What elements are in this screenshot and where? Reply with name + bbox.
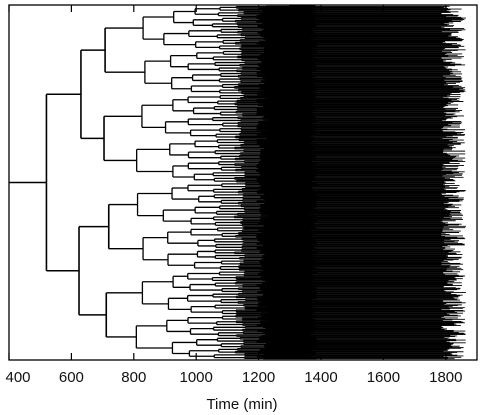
x-tick-label: 1000 xyxy=(180,369,213,386)
x-axis-ticks: 400 600 800 1000 1200 1400 1600 1800 xyxy=(5,5,462,386)
x-tick-label: 400 xyxy=(5,369,30,386)
x-tick-label: 1800 xyxy=(429,369,462,386)
x-tick-label: 1200 xyxy=(242,369,275,386)
x-axis-title: Time (min) xyxy=(206,396,277,413)
x-tick-label: 600 xyxy=(59,369,84,386)
lineage-tree xyxy=(9,5,467,360)
x-tick-label: 1400 xyxy=(304,369,337,386)
x-tick-label: 800 xyxy=(121,369,146,386)
x-tick-label: 1600 xyxy=(367,369,400,386)
